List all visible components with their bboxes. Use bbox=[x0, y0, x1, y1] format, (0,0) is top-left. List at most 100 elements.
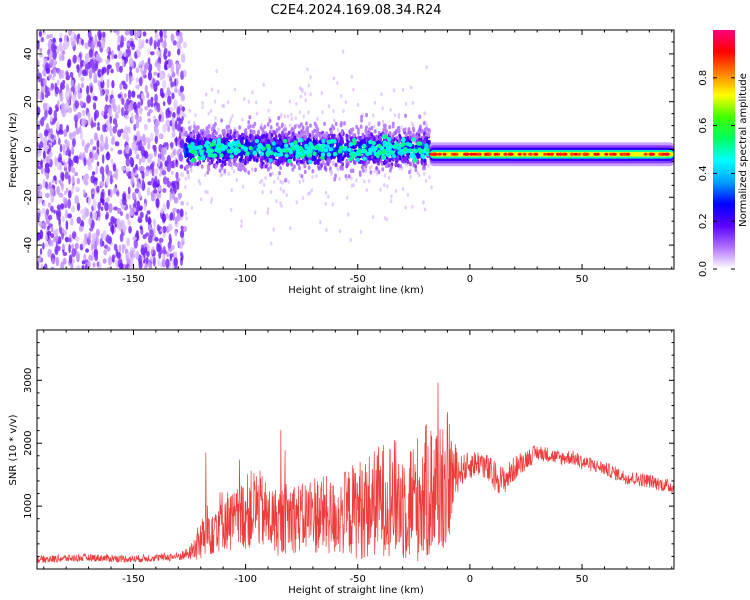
heatmap-cell bbox=[58, 217, 61, 227]
heatmap-cell bbox=[159, 88, 164, 93]
heatmap-cell bbox=[75, 251, 80, 261]
heatmap-cell bbox=[154, 119, 160, 127]
heatmap-cell bbox=[341, 49, 345, 54]
heatmap-cell bbox=[350, 74, 354, 79]
heatmap-cell bbox=[394, 188, 398, 193]
heatmap-cell bbox=[212, 133, 215, 139]
heatmap-cell bbox=[96, 161, 100, 167]
heatmap-cell bbox=[48, 87, 53, 92]
heatmap-cell bbox=[247, 157, 251, 162]
heatmap-cell bbox=[216, 140, 222, 146]
heatmap-cell bbox=[143, 70, 147, 76]
heatmap-cell bbox=[292, 144, 298, 150]
y-tick-label: 20 bbox=[23, 95, 34, 108]
heatmap-cell bbox=[111, 225, 115, 235]
heatmap-cell bbox=[54, 104, 58, 110]
heatmap-cell bbox=[67, 213, 72, 219]
heatmap-cell bbox=[92, 146, 97, 151]
heatmap-cell bbox=[330, 170, 334, 175]
heatmap-cell bbox=[242, 165, 246, 171]
heatmap-cell bbox=[307, 152, 313, 158]
heatmap-cell bbox=[56, 204, 62, 211]
heatmap-cell bbox=[171, 170, 174, 175]
heatmap-cell bbox=[97, 122, 100, 127]
heatmap-cell bbox=[135, 67, 140, 74]
heatmap-cell bbox=[173, 257, 178, 267]
heatmap-cell bbox=[102, 124, 107, 133]
heatmap-cell bbox=[71, 258, 76, 264]
heatmap-cell bbox=[267, 148, 272, 154]
heatmap-cell bbox=[418, 127, 422, 132]
heatmap-cell bbox=[326, 139, 331, 145]
heatmap-cell bbox=[56, 79, 60, 86]
heatmap-cell bbox=[79, 243, 84, 251]
heatmap-cell bbox=[150, 101, 154, 108]
heatmap-cell bbox=[469, 152, 474, 156]
heatmap-cell bbox=[130, 40, 134, 48]
heatmap-cell bbox=[423, 111, 426, 116]
heatmap-cell bbox=[158, 133, 164, 140]
heatmap-cell bbox=[169, 191, 172, 202]
heatmap-cell bbox=[71, 187, 74, 195]
heatmap-cell bbox=[254, 138, 260, 144]
heatmap-cell bbox=[179, 38, 183, 43]
heatmap-cell bbox=[390, 194, 393, 199]
heatmap-cell bbox=[238, 125, 242, 130]
heatmap-cell bbox=[279, 141, 283, 146]
heatmap-cell bbox=[483, 152, 488, 156]
heatmap-cell bbox=[280, 144, 284, 149]
heatmap-cell bbox=[127, 219, 131, 226]
heatmap-cell bbox=[248, 145, 253, 151]
heatmap-cell bbox=[371, 215, 375, 220]
heatmap-cell bbox=[45, 62, 49, 69]
heatmap-cell bbox=[222, 139, 226, 145]
heatmap-cell bbox=[381, 119, 385, 124]
heatmap-cell bbox=[181, 116, 184, 121]
heatmap-cell bbox=[153, 71, 158, 76]
heatmap-cell bbox=[54, 228, 59, 237]
heatmap-cell bbox=[122, 83, 128, 90]
heatmap-cell bbox=[416, 141, 421, 146]
heatmap-cell bbox=[208, 133, 212, 139]
heatmap-cell bbox=[508, 152, 513, 156]
heatmap-cell bbox=[88, 231, 92, 240]
heatmap-cell bbox=[298, 165, 301, 171]
heatmap-cell bbox=[126, 237, 131, 247]
heatmap-cell bbox=[58, 129, 64, 135]
heatmap-cell bbox=[229, 154, 234, 159]
heatmap-cell bbox=[68, 30, 73, 37]
heatmap-cell bbox=[92, 102, 97, 111]
heatmap-cell bbox=[106, 119, 110, 127]
heatmap-cell bbox=[118, 65, 123, 73]
heatmap-cell bbox=[92, 95, 98, 101]
heatmap-cell bbox=[187, 144, 192, 149]
heatmap-cell bbox=[280, 130, 284, 136]
heatmap-cell bbox=[163, 30, 167, 36]
heatmap-cell bbox=[326, 161, 330, 167]
heatmap-cell bbox=[661, 152, 666, 156]
heatmap-cell bbox=[333, 176, 337, 182]
heatmap-cell bbox=[105, 164, 110, 175]
heatmap-cell bbox=[190, 152, 194, 158]
heatmap-cell bbox=[135, 84, 140, 90]
heatmap-cell bbox=[290, 116, 294, 121]
heatmap-cell bbox=[392, 88, 396, 93]
heatmap-cell bbox=[563, 152, 568, 156]
heatmap-cell bbox=[118, 244, 122, 253]
heatmap-cell bbox=[147, 217, 152, 225]
heatmap-cell bbox=[117, 149, 123, 155]
heatmap-cell bbox=[350, 183, 354, 188]
heatmap-cell bbox=[65, 187, 69, 193]
heatmap-cell bbox=[107, 256, 113, 266]
heatmap-cell bbox=[68, 254, 73, 265]
heatmap-cell bbox=[74, 90, 78, 96]
heatmap-cell bbox=[318, 146, 324, 152]
heatmap-cell bbox=[50, 266, 55, 269]
heatmap-cell bbox=[301, 196, 305, 201]
heatmap-cell bbox=[252, 129, 256, 135]
heatmap-cell bbox=[144, 84, 148, 93]
heatmap-cell bbox=[185, 137, 189, 143]
heatmap-cell bbox=[104, 110, 107, 116]
heatmap-cell bbox=[149, 169, 153, 174]
heatmap-cell bbox=[126, 194, 131, 200]
